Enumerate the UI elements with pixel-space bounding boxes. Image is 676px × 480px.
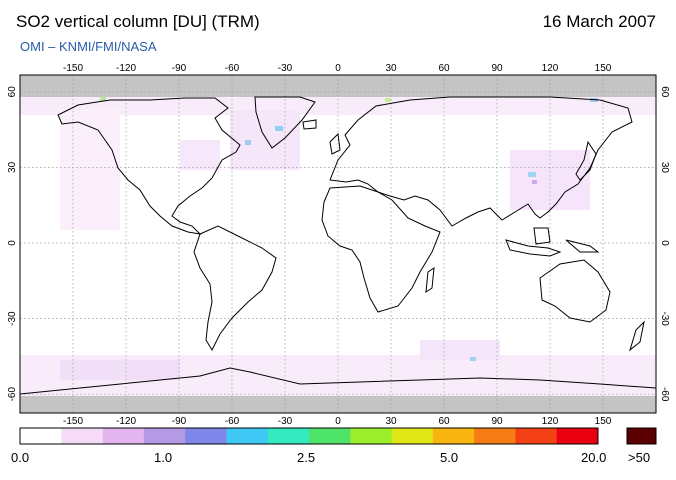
lon-tick-bottom: -90 [172,416,187,427]
colorbar [20,428,599,444]
colorbar-overflow-label: >50 [628,450,651,465]
map-frame [19,74,657,414]
colorbar-segment [143,428,186,444]
colorbar-segment [432,428,475,444]
colorbar-frame [19,427,599,445]
colorbar-segment [309,428,351,444]
coast-africa [321,185,441,313]
lon-tick-bottom: 90 [491,416,503,427]
coast-greenland [254,96,316,149]
longitude-labels-bottom: -150 -120 -90 -60 -30 0 30 60 90 120 150 [63,416,612,427]
coast-new-guinea [565,239,600,253]
lon-tick-top: -120 [116,63,136,74]
colorbar-overflow-swatch [626,427,657,445]
colorbar-label-0: 0.0 [11,450,30,465]
colorbar-segment [20,428,62,444]
lat-tick-right: 30 [659,162,670,174]
lon-tick-top: -60 [225,63,240,74]
colorbar-segment [391,428,434,444]
coast-north-america [57,97,241,235]
lat-tick-left: -60 [7,387,18,402]
map-date: 16 March 2007 [542,12,656,31]
coast-australia [539,259,611,323]
colorbar-segment [102,428,145,444]
lat-tick-right: -60 [659,387,670,402]
coast-iceland [302,119,317,130]
lat-tick-left: 30 [7,161,18,173]
lon-tick-bottom: -150 [63,416,83,427]
coast-indonesia [505,239,562,257]
lon-tick-bottom: 30 [385,416,397,427]
lon-tick-bottom: -120 [116,416,136,427]
coast-south-america [193,225,277,352]
lon-tick-bottom: 0 [335,416,341,427]
lon-tick-bottom: -30 [278,416,293,427]
lat-tick-left: 0 [7,240,18,246]
lon-tick-top: 90 [491,63,503,74]
colorbar-segment [474,428,516,444]
lon-tick-bottom: 120 [542,416,559,427]
colorbar-label-3: 5.0 [440,450,459,465]
lon-tick-top: -90 [172,63,187,74]
coast-borneo [533,227,551,245]
colorbar-segment [515,428,558,444]
map-title: SO2 vertical column [DU] (TRM) [16,12,260,31]
lat-tick-left: -30 [7,311,18,326]
lon-tick-bottom: 150 [595,416,612,427]
coastlines [20,96,656,395]
colorbar-label-2: 2.5 [297,450,316,465]
graticule [20,75,656,413]
colorbar-segment [226,428,269,444]
lon-tick-bottom: -60 [225,416,240,427]
coast-madagascar [425,266,435,294]
lon-tick-top: -150 [63,63,83,74]
lat-tick-right: -30 [659,311,670,326]
longitude-labels-top: -150 -120 -90 -60 -30 0 30 60 90 120 150 [63,63,612,74]
lat-tick-left: 60 [7,86,18,98]
data-credit: OMI – KNMI/FMI/NASA [20,39,157,54]
coast-uk [329,132,341,155]
latitude-labels-left: 60 30 0 -30 -60 [7,86,18,402]
lon-tick-top: 150 [595,63,612,74]
lon-tick-top: 120 [542,63,559,74]
lat-tick-right: 0 [659,240,670,246]
coast-new-zealand [629,320,645,352]
latitude-labels-right: 60 30 0 -30 -60 [659,86,670,402]
colorbar-segment [185,428,227,444]
colorbar-segment [267,428,310,444]
colorbar-segment [556,428,599,444]
north-polar-band [20,75,656,97]
lat-tick-right: 60 [659,86,670,98]
coast-japan [575,140,597,181]
coast-antarctica [20,367,656,395]
lon-tick-bottom: 60 [438,416,450,427]
lon-tick-top: 30 [385,63,397,74]
lon-tick-top: 0 [335,63,341,74]
lon-tick-top: -30 [278,63,293,74]
lon-tick-top: 60 [438,63,450,74]
coast-eurasia [329,96,633,227]
colorbar-label-1: 1.0 [154,450,173,465]
colorbar-label-4: 20.0 [581,450,607,465]
colorbar-segment [350,428,393,444]
colorbar-segment [61,428,104,444]
